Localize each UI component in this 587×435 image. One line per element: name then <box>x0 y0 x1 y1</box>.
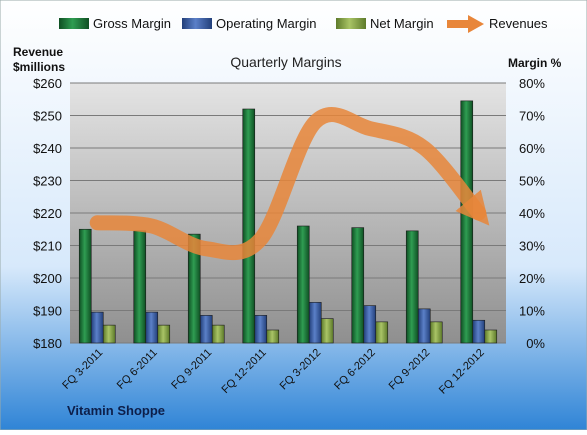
bar-operating-margin <box>145 311 159 344</box>
legend-label-revenues: Revenues <box>489 16 548 31</box>
bar-operating-margin <box>417 308 431 344</box>
legend-swatch-gross-margin <box>59 18 89 29</box>
y-right-ticks: 0% 10% 20% 30% 40% 50% 60% 70% 80% <box>519 76 545 351</box>
legend-label-gross-margin: Gross Margin <box>93 16 171 31</box>
legend-label-operating-margin: Operating Margin <box>216 16 316 31</box>
bar-net-margin <box>484 329 498 344</box>
bar-operating-margin <box>472 319 486 344</box>
y-right-tick-label: 50% <box>519 174 545 189</box>
legend: Gross Margin Operating Margin Net Margin… <box>59 15 548 33</box>
bar-gross-margin <box>242 108 256 344</box>
y-left-tick-label: $180 <box>33 336 62 351</box>
y-left-label-line2: $millions <box>13 60 65 74</box>
legend-label-net-margin: Net Margin <box>370 16 434 31</box>
bar-net-margin <box>102 324 116 344</box>
bar-gross-margin <box>351 227 365 344</box>
y-left-tick-label: $230 <box>33 174 62 189</box>
bar-gross-margin <box>133 230 147 344</box>
revenue-line <box>89 107 490 261</box>
revenue-line-group <box>89 107 490 261</box>
bar-net-margin <box>429 321 443 344</box>
bar-gross-margin <box>460 100 474 344</box>
bar-net-margin <box>375 321 389 344</box>
legend-swatch-revenues-arrow <box>468 15 484 33</box>
bars <box>78 100 498 344</box>
bar-operating-margin <box>308 302 322 344</box>
bar-operating-margin <box>254 315 268 344</box>
y-left-tick-label: $260 <box>33 76 62 91</box>
y-left-tick-label: $240 <box>33 141 62 156</box>
bar-net-margin <box>211 324 225 344</box>
y-right-tick-label: 60% <box>519 141 545 156</box>
bar-operating-margin <box>363 305 377 344</box>
bar-net-margin <box>157 324 171 344</box>
bar-gross-margin <box>405 230 419 344</box>
bar-gross-margin <box>78 228 92 344</box>
y-left-label-line1: Revenue <box>13 45 63 59</box>
bar-gross-margin <box>296 225 310 344</box>
chart-title: Quarterly Margins <box>230 54 341 70</box>
legend-swatch-net-margin <box>336 18 366 29</box>
y-left-tick-label: $200 <box>33 271 62 286</box>
company-label: Vitamin Shoppe <box>67 403 165 418</box>
y-left-tick-label: $190 <box>33 304 62 319</box>
y-left-ticks: $180 $190 $200 $210 $220 $230 $240 $250 $260 <box>33 76 62 351</box>
y-right-tick-label: 10% <box>519 304 545 319</box>
legend-swatch-operating-margin <box>182 18 212 29</box>
y-right-tick-label: 80% <box>519 76 545 91</box>
bar-operating-margin <box>90 311 104 344</box>
y-right-tick-label: 20% <box>519 271 545 286</box>
y-left-tick-label: $250 <box>33 109 62 124</box>
bar-net-margin <box>320 318 334 344</box>
y-left-tick-label: $210 <box>33 239 62 254</box>
bar-net-margin <box>266 329 280 344</box>
bar-operating-margin <box>199 315 213 344</box>
y-left-tick-label: $220 <box>33 206 62 221</box>
y-right-tick-label: 70% <box>519 109 545 124</box>
y-right-tick-label: 30% <box>519 239 545 254</box>
y-right-tick-label: 0% <box>526 336 545 351</box>
y-right-label: Margin % <box>508 56 562 70</box>
y-right-tick-label: 40% <box>519 206 545 221</box>
bar-gross-margin <box>187 233 201 344</box>
